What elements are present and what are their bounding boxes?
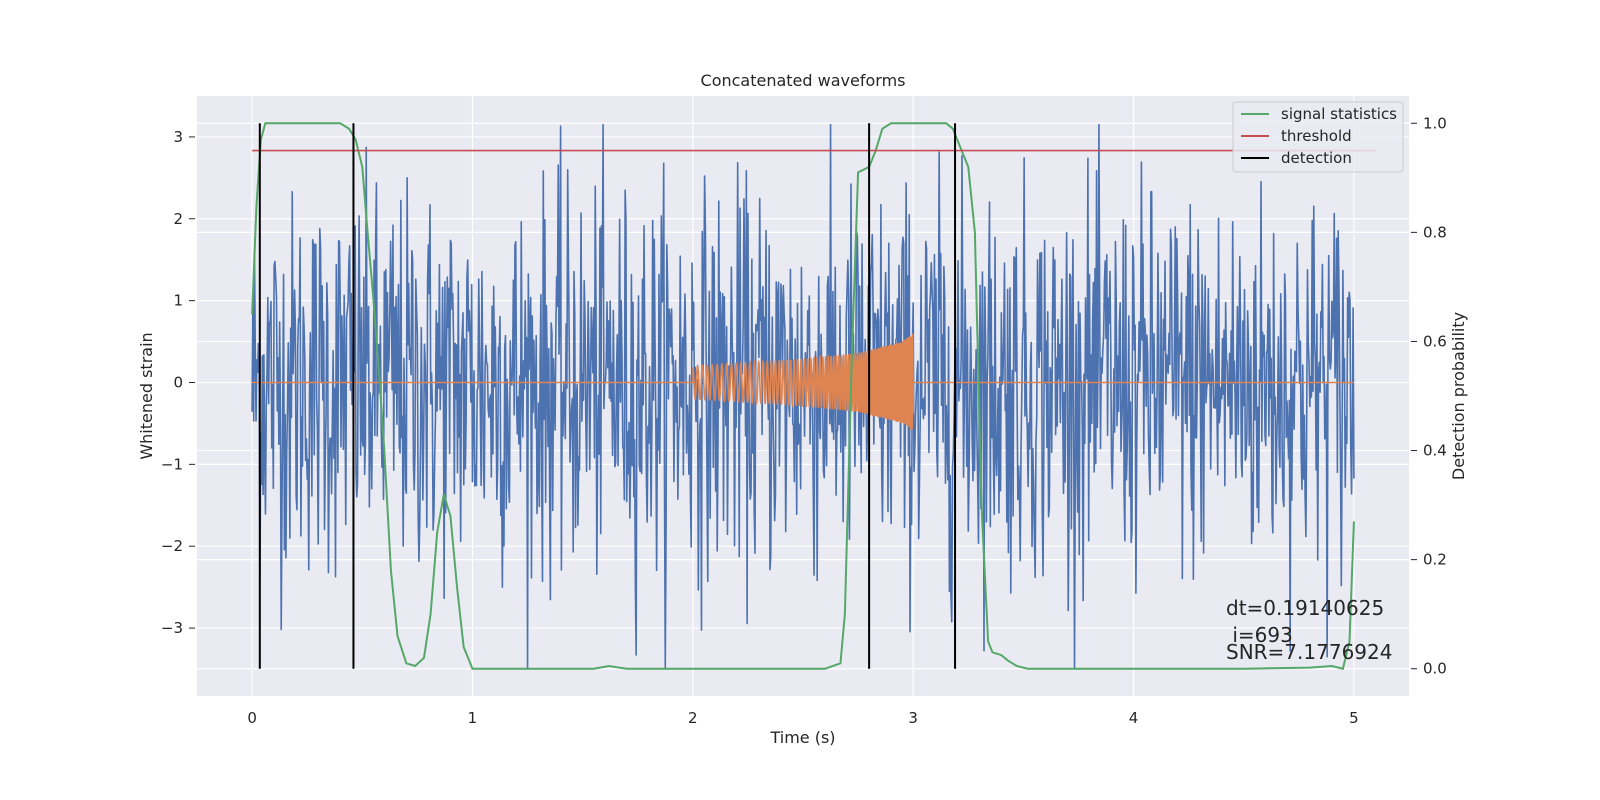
y2-tick-label: 0.8 [1423,223,1447,241]
y-tick-label: 0 [173,373,183,391]
x-tick-label: 5 [1349,709,1359,727]
axes-layer: 0 1 2 3 4 5 −3 −2 −1 0 1 2 3 0.0 0.2 0.4 0.6 0.8 1.0 [161,114,1447,727]
legend-label-detection: detection [1281,149,1352,167]
template-layer [252,333,1354,430]
legend: signal statistics threshold detection [1232,101,1404,173]
y-tick-label: −3 [161,619,183,637]
annotation-snr: SNR=7.1776924 [1226,640,1392,664]
x-axis-label: Time (s) [769,728,835,747]
y2-tick-label: 0.6 [1423,332,1447,350]
x-tick-label: 0 [247,709,257,727]
annotation-dt: dt=0.19140625 [1226,596,1384,620]
waveform-line [252,333,1354,430]
y-tick-label: 3 [173,128,183,146]
x-tick-label: 4 [1129,709,1139,727]
legend-label-threshold: threshold [1281,127,1352,145]
y2-tick-label: 0.2 [1423,551,1447,569]
y-tick-label: 1 [173,292,183,310]
detection-layer [258,123,957,669]
y-tick-label: −2 [161,537,183,555]
chart-title: Concatenated waveforms [701,71,906,90]
y2-tick-label: 0.4 [1423,442,1447,460]
annotation-index: i=693 [1226,623,1293,647]
legend-label-signal-statistics: signal statistics [1281,105,1397,123]
x-tick-label: 3 [908,709,918,727]
legend-box [1232,101,1404,173]
y-tick-label: 2 [173,210,183,228]
y2-axis-label: Detection probability [1449,312,1468,480]
x-tick-label: 1 [468,709,478,727]
y-axis-label: Whitened strain [137,332,156,459]
x-tick-label: 2 [688,709,698,727]
stat-layer [251,122,1376,670]
y-tick-label: −1 [161,455,183,473]
y2-tick-label: 0.0 [1423,660,1447,678]
y2-tick-label: 1.0 [1423,114,1447,132]
signal-statistics-line [251,122,1355,670]
